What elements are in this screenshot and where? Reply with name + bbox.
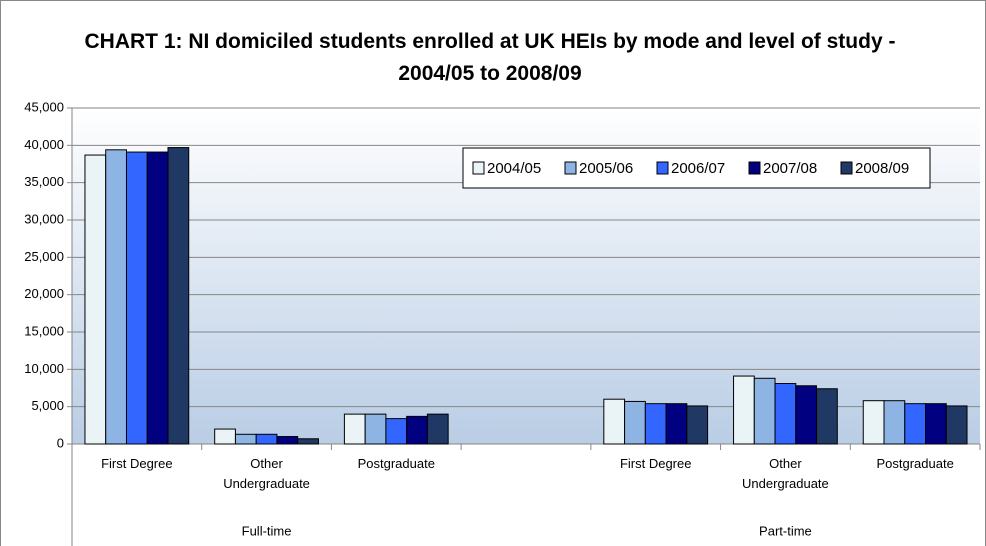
legend-swatch bbox=[564, 161, 577, 175]
legend-swatch bbox=[748, 161, 761, 175]
bar bbox=[753, 377, 776, 445]
x-tick-label: Postgraduate bbox=[876, 456, 954, 471]
bar bbox=[255, 433, 278, 445]
x-tick-label: Other Undergraduate bbox=[223, 456, 310, 491]
bar bbox=[385, 418, 408, 445]
legend-swatch bbox=[840, 161, 853, 175]
y-tick-label: 20,000 bbox=[24, 286, 64, 301]
bar bbox=[816, 388, 838, 445]
bar bbox=[84, 154, 107, 445]
bar bbox=[214, 428, 236, 445]
legend-label: 2005/06 bbox=[579, 160, 633, 177]
bar bbox=[276, 436, 299, 445]
bar bbox=[904, 403, 927, 445]
legend-swatch bbox=[472, 161, 485, 175]
bar bbox=[364, 413, 387, 445]
y-tick-label: 30,000 bbox=[24, 211, 64, 226]
bar bbox=[686, 405, 709, 445]
group-label: Full-time bbox=[242, 523, 292, 538]
bar bbox=[795, 385, 818, 445]
y-tick-label: 25,000 bbox=[24, 249, 64, 264]
bar bbox=[146, 151, 169, 445]
bar bbox=[105, 149, 127, 445]
bar bbox=[644, 403, 667, 445]
legend-label: 2006/07 bbox=[671, 160, 725, 177]
bar bbox=[343, 413, 366, 445]
bar bbox=[665, 403, 688, 445]
y-tick-label: 15,000 bbox=[24, 323, 64, 338]
y-tick-label: 45,000 bbox=[24, 99, 64, 114]
bar bbox=[945, 405, 968, 445]
bar bbox=[603, 398, 626, 445]
bar bbox=[883, 400, 906, 445]
bar bbox=[774, 383, 797, 445]
x-tick-label: Other Undergraduate bbox=[742, 456, 829, 491]
y-tick-label: 0 bbox=[57, 435, 64, 450]
y-tick-label: 10,000 bbox=[24, 361, 64, 376]
bar bbox=[733, 375, 755, 445]
bar bbox=[234, 433, 257, 445]
x-tick-label: First Degree bbox=[101, 456, 173, 471]
x-tick-label: First Degree bbox=[619, 456, 692, 471]
bar bbox=[167, 147, 190, 445]
legend-swatch bbox=[656, 161, 669, 175]
legend-label: 2007/08 bbox=[763, 160, 817, 177]
chart-title: CHART 1: NI domiciled students enrolled … bbox=[84, 30, 896, 85]
bar bbox=[406, 415, 428, 445]
x-tick-label: Postgraduate bbox=[357, 456, 435, 471]
legend-label: 2008/09 bbox=[855, 160, 909, 177]
y-tick-label: 35,000 bbox=[24, 174, 64, 189]
y-tick-label: 40,000 bbox=[24, 137, 64, 152]
group-label: Part-time bbox=[759, 523, 812, 538]
legend-label: 2004/05 bbox=[487, 160, 541, 177]
bar bbox=[125, 151, 148, 445]
bar bbox=[925, 403, 947, 445]
bar bbox=[624, 400, 646, 445]
bar bbox=[426, 413, 449, 445]
y-tick-label: 5,000 bbox=[31, 398, 64, 413]
bar bbox=[862, 400, 885, 445]
bar bbox=[297, 438, 319, 445]
